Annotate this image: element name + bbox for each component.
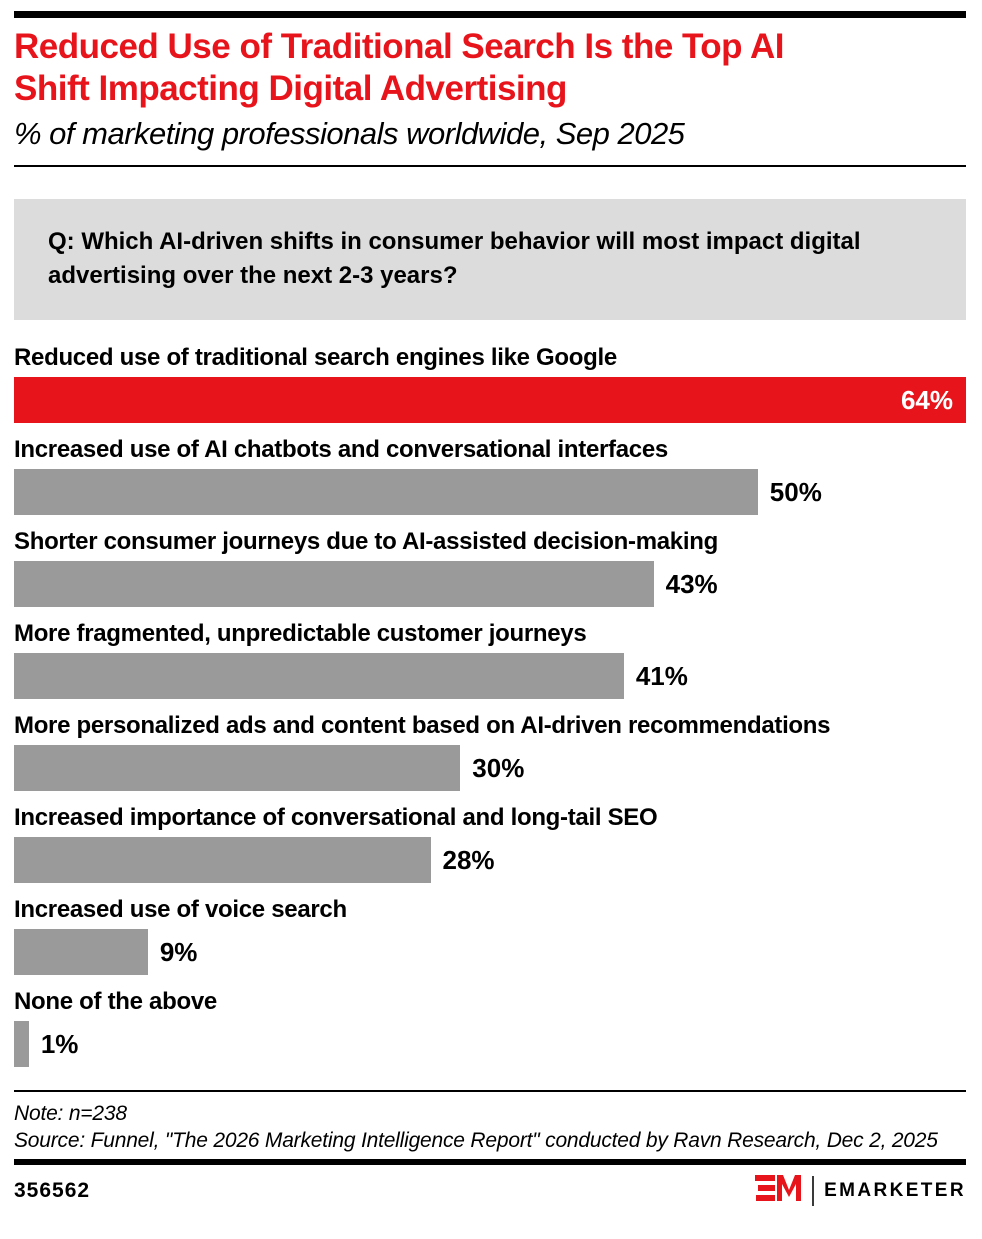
source-text: Source: Funnel, "The 2026 Marketing Inte… xyxy=(14,1129,938,1152)
brand-name: EMARKETER xyxy=(824,1179,966,1201)
bar-category-label: Increased use of AI chatbots and convers… xyxy=(14,436,668,463)
bar-value-outside: 41% xyxy=(635,660,688,691)
bar-line: 9% xyxy=(14,929,966,975)
emarketer-logo: EMARKETER xyxy=(755,1175,966,1206)
bar-value-outside: 9% xyxy=(159,936,198,967)
bar-category-label: Increased importance of conversational a… xyxy=(14,804,658,831)
bar-value-outside: 50% xyxy=(769,476,822,507)
bar-category-label: Increased use of voice search xyxy=(14,896,347,923)
chart-title-line-2: Shift Impacting Digital Advertising xyxy=(14,69,567,108)
top-rule xyxy=(14,11,966,18)
bar-category-label: Shorter consumer journeys due to AI-assi… xyxy=(14,528,718,555)
bar-rows: Reduced use of traditional search engine… xyxy=(14,344,966,1067)
bar xyxy=(14,929,148,975)
bar-line: 43% xyxy=(14,561,966,607)
bar-value-outside: 1% xyxy=(40,1028,79,1059)
bar xyxy=(14,469,758,515)
bar: 64% xyxy=(14,377,966,423)
bar-row: Increased use of voice search 9% xyxy=(14,896,966,975)
bar-line: 28% xyxy=(14,837,966,883)
bar-category-label: More fragmented, unpredictable customer … xyxy=(14,620,587,647)
bar-row: Reduced use of traditional search engine… xyxy=(14,344,966,423)
bar xyxy=(14,653,624,699)
bar-value-outside: 30% xyxy=(472,752,525,783)
bar-row: More fragmented, unpredictable customer … xyxy=(14,620,966,699)
bar xyxy=(14,745,461,791)
bottom-rule xyxy=(14,1159,966,1165)
bar-row: Increased use of AI chatbots and convers… xyxy=(14,436,966,515)
bar-line: 1% xyxy=(14,1021,966,1067)
bar xyxy=(14,837,431,883)
bar-chart: Reduced use of traditional search engine… xyxy=(14,344,966,1067)
infographic: Reduced Use of Traditional Search Is the… xyxy=(14,11,966,1206)
bar-line: 41% xyxy=(14,653,966,699)
chart-title-line-1: Reduced Use of Traditional Search Is the… xyxy=(14,27,784,66)
bar-row: None of the above 1% xyxy=(14,988,966,1067)
bar-line: 50% xyxy=(14,469,966,515)
logo-divider xyxy=(812,1175,815,1206)
header-divider xyxy=(14,165,966,167)
bar xyxy=(14,561,654,607)
notes-block: Note: n=238 Source: Funnel, "The 2026 Ma… xyxy=(14,1100,966,1154)
bar-category-label: Reduced use of traditional search engine… xyxy=(14,344,617,371)
chart-title: Reduced Use of Traditional Search Is the… xyxy=(14,26,966,110)
footer-bar: 356562 EMARKETER xyxy=(14,1175,966,1206)
bar-value-outside: 28% xyxy=(442,844,495,875)
bar-row: More personalized ads and content based … xyxy=(14,712,966,791)
bar xyxy=(14,1021,29,1067)
bar-category-label: None of the above xyxy=(14,988,217,1015)
bar-value-outside: 43% xyxy=(665,568,718,599)
chart-subtitle: % of marketing professionals worldwide, … xyxy=(14,116,685,151)
bar-row: Shorter consumer journeys due to AI-assi… xyxy=(14,528,966,607)
bar-row: Increased importance of conversational a… xyxy=(14,804,966,883)
bar-line: 30% xyxy=(14,745,966,791)
chart-id: 356562 xyxy=(14,1178,91,1202)
bar-line: 64% xyxy=(14,377,966,423)
em-mark-icon xyxy=(755,1175,802,1206)
bar-category-label: More personalized ads and content based … xyxy=(14,712,831,739)
footer-divider xyxy=(14,1090,966,1092)
bar-value-inside: 64% xyxy=(900,384,953,415)
question-box: Q: Which AI-driven shifts in consumer be… xyxy=(14,199,966,320)
note-text: Note: n=238 xyxy=(14,1102,127,1125)
question-text: Q: Which AI-driven shifts in consumer be… xyxy=(48,228,861,289)
